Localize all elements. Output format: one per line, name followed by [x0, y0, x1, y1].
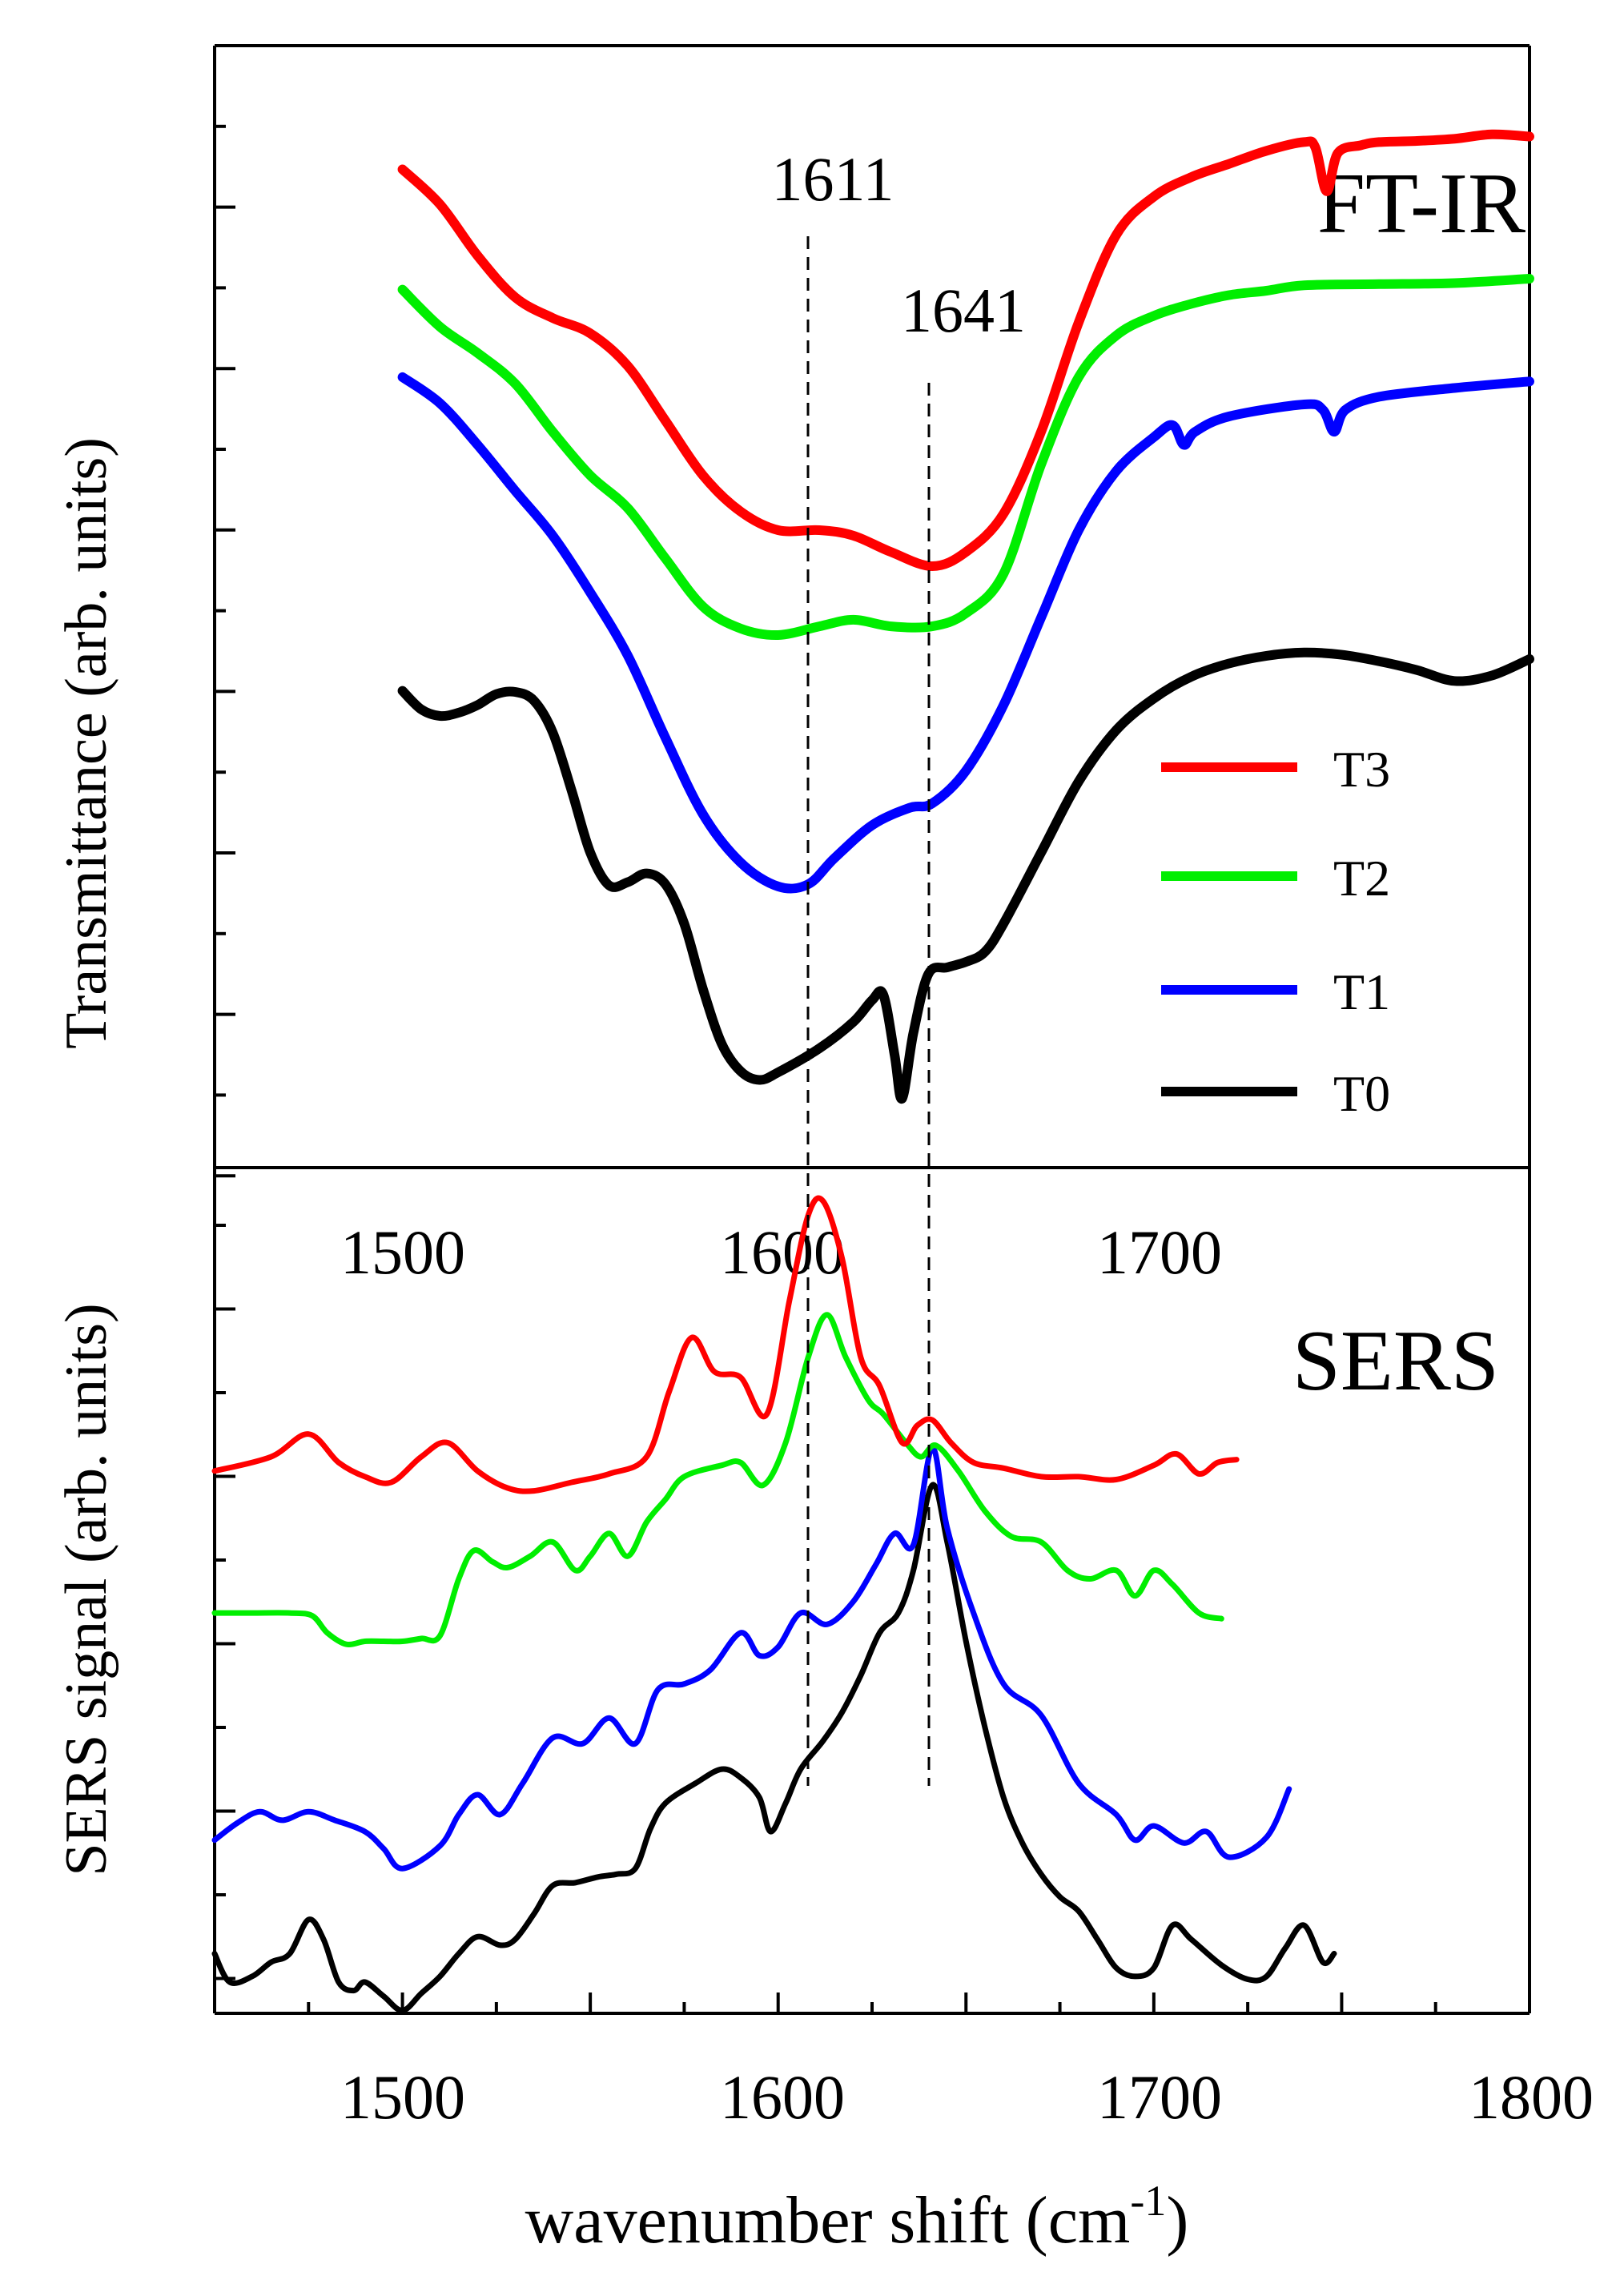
ftir-x-tick-label: 1700 [1097, 1217, 1222, 1287]
ftir-panel: FT-IR Transmittance (arb. units) 1611 16… [54, 129, 1534, 1287]
axis-ticks [213, 44, 1531, 2013]
x-tick-label: 1700 [1097, 2062, 1222, 2132]
ftir-x-tick-label: 1600 [720, 1217, 845, 1287]
sers-title: SERS [1292, 1313, 1499, 1409]
ftir-curve-t2 [397, 274, 1534, 641]
x-axis-label-main: wavenumber shift (cm [525, 2183, 1131, 2258]
sers-y-axis-label: SERS signal (arb. units) [54, 1303, 119, 1876]
x-axis-label-close: ) [1166, 2183, 1188, 2258]
sers-panel: SERS SERS signal (arb. units) [54, 1195, 1499, 2013]
sers-curve-t3 [211, 1195, 1240, 1494]
sers-curves [211, 1195, 1337, 2013]
legend-label-t1: T1 [1333, 963, 1390, 1020]
annotation-label-1611: 1611 [771, 144, 894, 214]
ftir-curves [397, 129, 1534, 1104]
x-axis-label: wavenumber shift (cm-1) [525, 2177, 1189, 2258]
bottom-x-tick-labels: 1500 1600 1700 1800 [340, 2062, 1594, 2132]
legend: T3 T2 T1 T0 [1161, 741, 1390, 1122]
ftir-y-axis-label: Transmittance (arb. units) [54, 437, 119, 1049]
reference-lines [806, 236, 931, 1786]
legend-label-t0: T0 [1333, 1065, 1390, 1122]
legend-label-t2: T2 [1333, 850, 1390, 907]
x-tick-label: 1600 [720, 2062, 845, 2132]
annotation-label-1641: 1641 [901, 275, 1026, 345]
sers-curve-t0 [211, 1482, 1337, 2013]
ftir-x-tick-label: 1500 [340, 1217, 465, 1287]
sers-curve-t2 [211, 1312, 1224, 1647]
ftir-curve-t1 [397, 372, 1534, 894]
ftir-title: FT-IR [1317, 156, 1526, 251]
ftir-curve-t0 [397, 647, 1534, 1104]
x-tick-label: 1500 [340, 2062, 465, 2132]
ftir-curve-t3 [397, 129, 1534, 571]
sers-curve-t1 [211, 1445, 1292, 1872]
ftir-x-tick-labels: 1500 1600 1700 [340, 1217, 1222, 1287]
plot-frame [213, 44, 1531, 2015]
legend-label-t3: T3 [1333, 741, 1390, 798]
x-tick-label: 1800 [1469, 2062, 1594, 2132]
x-axis-label-superscript: -1 [1130, 2177, 1166, 2225]
